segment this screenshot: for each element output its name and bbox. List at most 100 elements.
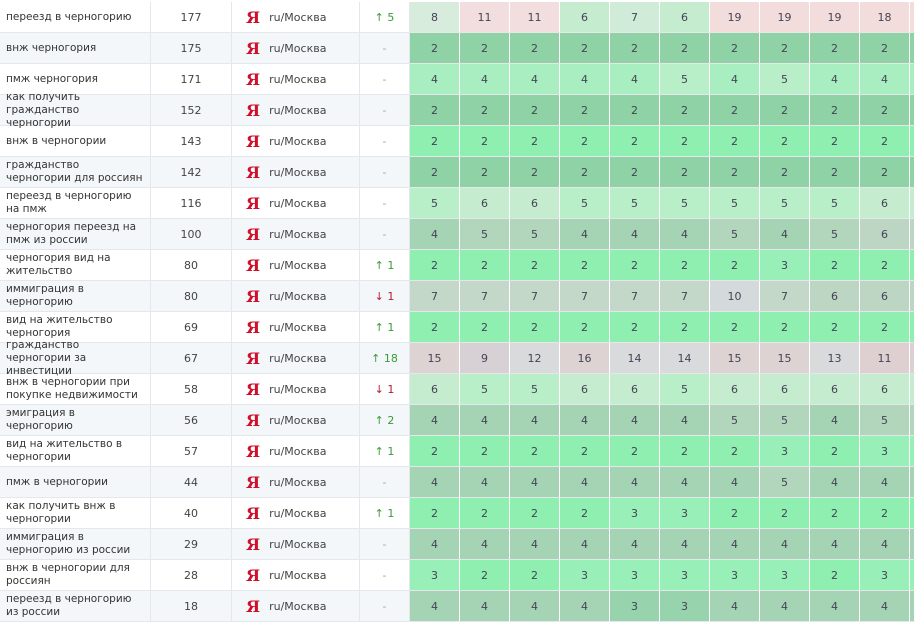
position-change: - <box>360 529 410 559</box>
keyword-cell[interactable]: гражданство черногории за инвестиции <box>0 339 151 377</box>
position-cell: 6 <box>610 374 660 404</box>
keyword-cell[interactable]: гражданство черногории для россиян <box>0 157 151 187</box>
keyword-cell[interactable]: как получить гражданство черногории <box>0 91 151 129</box>
position-change: - <box>360 219 410 249</box>
position-cell-partial <box>910 312 914 342</box>
region-label: ru/Москва <box>269 41 327 55</box>
position-cell: 5 <box>860 405 910 435</box>
position-cell: 5 <box>610 188 660 218</box>
keyword-cell[interactable]: внж в черногории при покупке недвижимост… <box>0 374 151 404</box>
position-cell: 3 <box>660 560 710 590</box>
position-change: ↑ 1 <box>360 312 410 342</box>
position-cell: 4 <box>610 529 660 559</box>
position-cell: 5 <box>660 64 710 94</box>
keyword-cell[interactable]: переезд в черногорию на пмж <box>0 188 151 218</box>
position-cell: 3 <box>660 591 710 621</box>
keyword-cell[interactable]: пмж в черногории <box>0 467 151 497</box>
position-cell: 4 <box>460 529 510 559</box>
position-cell: 2 <box>560 33 610 63</box>
position-cell: 4 <box>510 64 560 94</box>
position-cell: 4 <box>510 405 560 435</box>
yandex-icon: Я <box>246 410 261 430</box>
keyword-cell[interactable]: вид на жительство в черногории <box>0 436 151 466</box>
position-cell: 2 <box>460 436 510 466</box>
keyword-cell[interactable]: иммиграция в черногорию из россии <box>0 529 151 559</box>
keyword-cell[interactable]: вид на жительство черногория <box>0 312 151 342</box>
keyword-cell[interactable]: переезд в черногорию из россии <box>0 591 151 621</box>
yandex-icon: Я <box>246 503 261 523</box>
position-cell: 2 <box>710 250 760 280</box>
position-cell: 4 <box>460 467 510 497</box>
keyword-cell[interactable]: переезд в черногорию <box>0 2 151 32</box>
position-cell: 2 <box>510 498 560 528</box>
position-cell: 2 <box>860 498 910 528</box>
position-cell-partial <box>910 281 914 311</box>
position-cell: 7 <box>560 281 610 311</box>
position-cell: 2 <box>460 157 510 187</box>
position-cell: 5 <box>760 467 810 497</box>
position-cell: 7 <box>610 281 660 311</box>
keyword-cell[interactable]: как получить внж в черногории <box>0 498 151 528</box>
position-cell: 2 <box>660 157 710 187</box>
position-cell: 15 <box>710 343 760 373</box>
position-cell: 2 <box>810 312 860 342</box>
position-cell: 4 <box>710 529 760 559</box>
keyword-cell[interactable]: эмиграция в черногорию <box>0 405 151 435</box>
region-label: ru/Москва <box>269 413 327 427</box>
keyword-cell[interactable]: внж в черногории <box>0 126 151 156</box>
keyword-cell[interactable]: черногория переезд на пмж из россии <box>0 219 151 249</box>
keyword-cell[interactable]: пмж черногория <box>0 64 151 94</box>
position-cell: 2 <box>410 126 460 156</box>
table-row: гражданство черногории для россиян 142 Я… <box>0 157 915 188</box>
position-cell: 2 <box>660 95 710 125</box>
position-cell: 5 <box>710 219 760 249</box>
position-cell: 6 <box>760 374 810 404</box>
position-cell: 2 <box>760 95 810 125</box>
position-cell-partial <box>910 498 914 528</box>
keyword-cell[interactable]: черногория вид на жительство <box>0 250 151 280</box>
position-cell: 4 <box>810 467 860 497</box>
position-cell: 2 <box>510 436 560 466</box>
position-cell: 11 <box>860 343 910 373</box>
position-cell: 4 <box>810 529 860 559</box>
position-cell-partial <box>910 405 914 435</box>
position-cell: 5 <box>660 188 710 218</box>
position-cell: 4 <box>560 467 610 497</box>
position-cell: 3 <box>710 560 760 590</box>
position-cell: 4 <box>510 529 560 559</box>
position-cell: 2 <box>710 95 760 125</box>
position-cell: 6 <box>660 2 710 32</box>
position-cell: 2 <box>460 95 510 125</box>
position-cell-partial <box>910 560 914 590</box>
keyword-cell[interactable]: внж в черногории для россиян <box>0 560 151 590</box>
volume-cell: 142 <box>151 157 232 187</box>
position-cell: 3 <box>860 560 910 590</box>
position-cell-partial <box>910 591 914 621</box>
position-cell: 4 <box>610 405 660 435</box>
keyword-cell[interactable]: внж черногория <box>0 33 151 63</box>
keyword-cell[interactable]: иммиграция в черногорию <box>0 281 151 311</box>
position-cell: 2 <box>760 498 810 528</box>
yandex-icon: Я <box>246 534 261 554</box>
position-cell: 7 <box>660 281 710 311</box>
position-cell: 2 <box>810 95 860 125</box>
position-change: - <box>360 560 410 590</box>
position-cell: 4 <box>560 219 610 249</box>
position-cell: 4 <box>710 64 760 94</box>
position-cell: 2 <box>760 33 810 63</box>
yandex-icon: Я <box>246 162 261 182</box>
position-cell: 2 <box>860 95 910 125</box>
position-change: - <box>360 157 410 187</box>
position-cell: 4 <box>460 591 510 621</box>
position-cell: 4 <box>410 529 460 559</box>
position-cell: 2 <box>710 436 760 466</box>
position-cell: 2 <box>610 312 660 342</box>
position-cell: 11 <box>510 2 560 32</box>
region-label: ru/Москва <box>269 537 327 551</box>
position-cell: 2 <box>710 312 760 342</box>
